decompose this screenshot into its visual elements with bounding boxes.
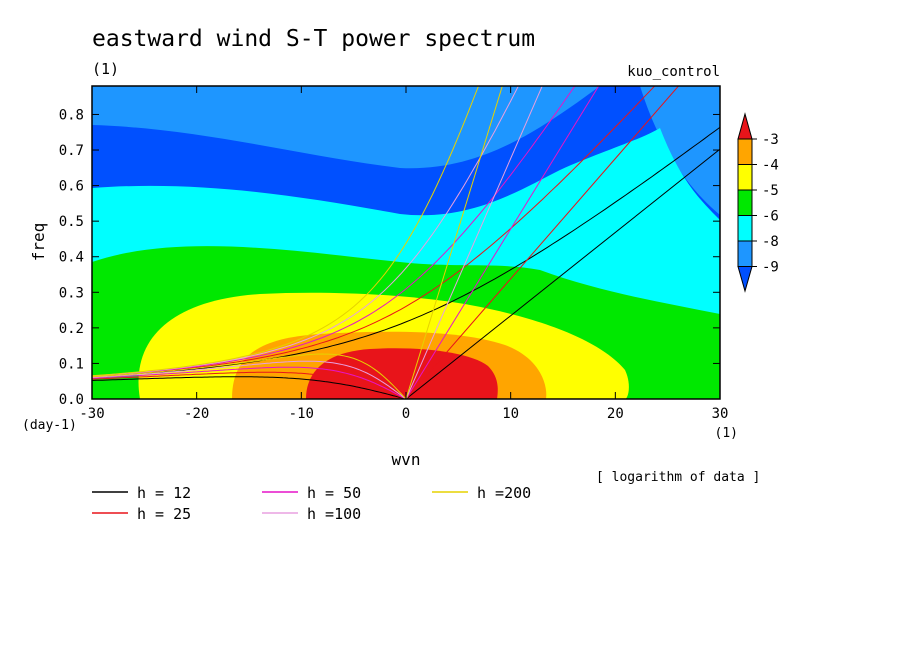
kelvin-curve	[405, 148, 720, 399]
y-axis-ticks: 0.0 0.1 0.2 0.3 0.4 0.5 0.6 0.7 0.8	[59, 107, 720, 408]
x-axis-ticks: -30 -20 -10 0 10 20 30	[79, 86, 728, 422]
colorbar-segment	[737, 138, 753, 165]
kelvin-curve	[405, 86, 543, 399]
y-tick-label: 0.7	[59, 143, 84, 159]
y-tick-label: 0.1	[59, 356, 84, 372]
mrg-curve	[92, 86, 519, 377]
mrg-curve	[92, 86, 656, 378]
colorbar-segment	[737, 189, 753, 216]
chart-title: eastward wind S-T power spectrum	[92, 26, 535, 52]
colorbar-bottom-arrow	[737, 266, 753, 293]
y-tick-label: 0.5	[59, 214, 84, 230]
rossby-curve	[92, 366, 407, 399]
kelvin-curve	[405, 86, 503, 399]
kelvin-curve	[405, 86, 680, 399]
x-axis-unit: (1)	[715, 426, 738, 441]
colorbar-label: -5	[762, 183, 779, 199]
y-tick-label: 0.6	[59, 179, 84, 195]
dispersion-curves	[92, 86, 720, 399]
x-tick-label: -30	[79, 406, 104, 422]
x-tick-label: 20	[607, 406, 624, 422]
colorbar-top-arrow	[737, 112, 753, 140]
rossby-curve	[92, 360, 407, 399]
rossby-curve	[92, 376, 407, 399]
legend-label: h = 12	[137, 484, 191, 502]
y-tick-label: 0.2	[59, 321, 84, 337]
contour-fills	[92, 86, 720, 399]
y-tick-label: 0.3	[59, 285, 84, 301]
colorbar-label: -6	[762, 209, 779, 225]
colorbar-segment	[737, 240, 753, 267]
legend-label: h = 25	[137, 505, 191, 523]
x-tick-label: -10	[289, 406, 314, 422]
x-tick-label: 30	[712, 406, 729, 422]
y-axis-unit: (day-1)	[22, 418, 77, 433]
contour-band-level-9	[92, 86, 720, 215]
y-tick-label: 0.4	[59, 250, 84, 266]
mrg-curve	[92, 86, 480, 377]
colorbar-label: -8	[762, 234, 779, 250]
legend-label: h =200	[477, 484, 531, 502]
chart-subtitle-right: kuo_control	[627, 64, 720, 80]
x-tick-label: -20	[184, 406, 209, 422]
colorbar-label: -3	[762, 132, 779, 148]
colorbar-segment	[737, 215, 753, 242]
x-axis-label: wvn	[392, 450, 421, 469]
colorbar-label: -9	[762, 260, 779, 276]
y-tick-label: 0.8	[59, 107, 84, 123]
data-note: [ logarithm of data ]	[596, 470, 760, 485]
mrg-curve	[92, 126, 720, 378]
y-axis-label: freq	[29, 223, 48, 262]
colorbar: -3 -4 -5 -6 -8 -9	[737, 112, 779, 293]
rossby-curve	[92, 371, 407, 399]
x-tick-label: 0	[402, 406, 410, 422]
colorbar-segment	[737, 164, 753, 191]
y-tick-label: 0.0	[59, 392, 84, 408]
legend-label: h = 50	[307, 484, 361, 502]
rossby-curve	[92, 353, 407, 399]
kelvin-curve	[405, 86, 600, 399]
colorbar-label: -4	[762, 158, 779, 174]
mrg-curve	[92, 86, 576, 377]
legend-label: h =100	[307, 505, 361, 523]
chart-subtitle-left: (1)	[92, 60, 119, 78]
legend: h = 12 h = 25 h = 50 h =100 h =200	[92, 484, 531, 523]
x-tick-label: 10	[502, 406, 519, 422]
